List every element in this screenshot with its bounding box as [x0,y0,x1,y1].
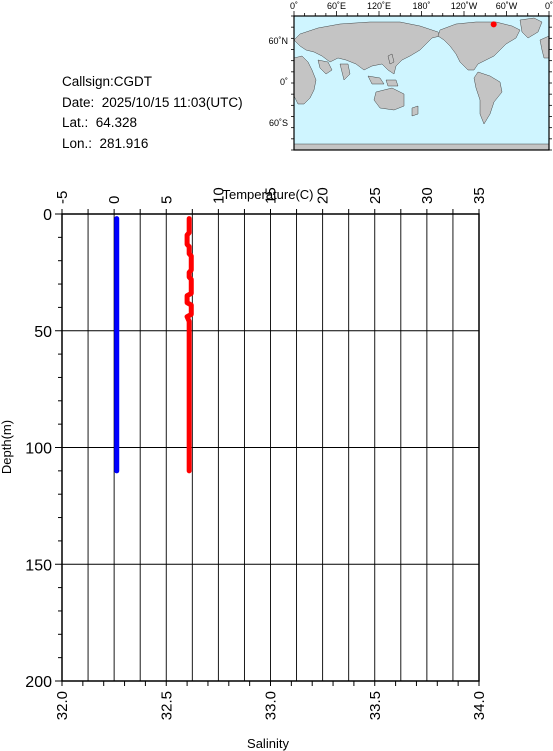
salinity-axis-label: Salinity [247,736,289,751]
map-left-labels: 60˚N 0˚ 60˚S [268,36,288,128]
map-land [293,17,550,151]
temperature-tick-label: 5 [158,196,175,204]
station-info: Callsign:CGDT Date: 2025/10/15 11:03(UTC… [62,72,243,154]
land-eurasia [293,21,441,75]
map-lon-label-0-right: 0˚ [545,1,553,11]
depth-tick-label: 200 [25,674,52,691]
callsign-text: Callsign:CGDT [62,74,153,89]
land-south-america [473,71,503,125]
map-top-labels: 0˚ 60˚E 120˚E 180˚ 120˚W 60˚W 0˚ [290,1,553,11]
map-lon-label-60e: 60˚E [327,1,346,11]
land-australia [373,87,405,111]
map-lat-label-0: 0˚ [280,77,288,87]
latitude-text: Lat.: 64.328 [62,115,138,130]
land-africa [293,55,317,105]
salinity-profile-line [184,216,194,474]
map-lon-label-60w: 60˚W [496,1,518,11]
land-japan [387,53,395,65]
map-lon-label-120w: 120˚W [451,1,478,11]
temperature-tick-label: 20 [315,187,332,204]
depth-tick-label: 150 [25,557,52,574]
world-map: 0˚ 60˚E 120˚E 180˚ 120˚W 60˚W 0˚ 60˚N 0˚… [268,1,553,151]
salinity-tick-labels: 32.0 32.5 33.0 33.5 34.0 [54,691,488,720]
land-greenland [519,17,543,39]
temperature-tick-label: 0 [106,196,123,204]
map-lon-label-0: 0˚ [290,1,298,11]
longitude-text: Lon.: 281.916 [62,135,149,151]
salinity-tick-label: 32.0 [54,691,71,720]
temperature-tick-label: 30 [419,187,436,204]
plot-frame [61,213,480,682]
data-series [114,216,194,474]
station-marker [490,21,497,28]
depth-axis-label: Depth(m) [0,420,14,474]
salinity-tick-label: 34.0 [471,691,488,720]
salinity-tick-label: 33.0 [263,691,280,720]
land-new-guinea [385,79,399,87]
map-lat-label-60n: 60˚N [268,36,288,46]
land-india [339,63,351,81]
map-ticks [291,11,552,151]
land-north-america [437,21,521,71]
land-arabia [317,59,333,75]
depth-tick-labels: 0 50 100 150 200 [25,207,52,691]
salinity-tick-label: 32.5 [158,691,175,720]
temperature-tick-label: 35 [471,187,488,204]
temperature-tick-label: 15 [263,187,280,204]
salinity-tick-label: 33.5 [367,691,384,720]
map-lon-label-120e: 120˚E [367,1,391,11]
temperature-tick-label: 25 [367,187,384,204]
map-lat-label-60s: 60˚S [269,118,288,128]
depth-tick-label: 0 [43,207,52,224]
temperature-axis-label: Temperature(C) [222,187,313,202]
depth-tick-label: 50 [34,324,52,341]
temperature-tick-label: 10 [210,187,227,204]
date-text: Date: 2025/10/15 11:03(UTC) [62,94,243,110]
land-indonesia [367,75,385,85]
land-new-zealand [411,105,419,117]
temperature-tick-label: -5 [54,191,71,204]
depth-tick-label: 100 [25,441,52,458]
temperature-tick-labels: -5 0 5 10 15 20 25 30 35 [54,187,488,204]
land-western-europe [539,35,550,59]
map-lon-label-180: 180˚ [412,1,430,11]
